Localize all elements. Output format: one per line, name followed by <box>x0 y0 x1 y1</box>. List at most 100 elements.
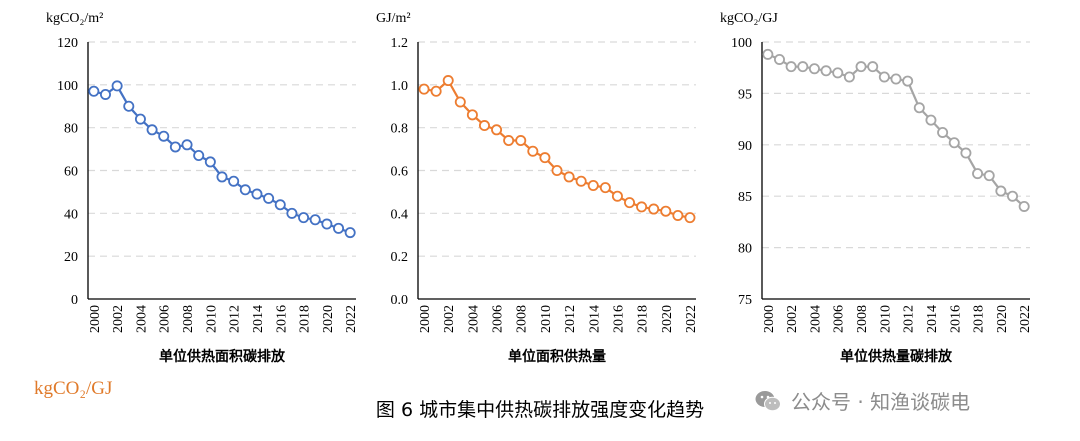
data-point <box>430 85 442 97</box>
x-tick-label: 2006 <box>158 305 173 333</box>
data-point <box>773 53 785 65</box>
data-point <box>599 182 611 194</box>
data-point <box>867 61 879 73</box>
data-point <box>515 135 527 147</box>
data-point <box>123 100 135 112</box>
data-point <box>418 83 430 95</box>
data-point <box>551 164 563 176</box>
x-axis-label: 单位供热量碳排放 <box>840 348 953 365</box>
data-point <box>88 85 100 97</box>
data-point <box>1018 200 1030 212</box>
y-tick-label: 0.0 <box>391 293 409 308</box>
data-point <box>454 96 466 108</box>
data-point <box>111 80 123 92</box>
x-tick-label: 2004 <box>134 305 149 333</box>
x-tick-label: 2014 <box>925 305 940 333</box>
x-tick-label: 2002 <box>111 305 126 333</box>
data-point <box>146 124 158 136</box>
x-tick-label: 2016 <box>948 305 963 333</box>
x-tick-label: 2020 <box>660 305 675 333</box>
data-point <box>925 114 937 126</box>
x-tick-label: 2022 <box>1018 305 1033 333</box>
watermark: 公众号 · 知渔谈碳电 <box>755 386 970 415</box>
y-unit-label: kgCO₂/m² <box>46 11 103 26</box>
data-point <box>274 199 286 211</box>
chart-panel-heat-emission: kgCO₂/GJ 75 80 85 90 95 100 2000 2002 2004 2006 200… <box>720 11 1033 365</box>
data-point <box>1007 190 1019 202</box>
data-point <box>762 48 774 60</box>
data-point <box>575 175 587 187</box>
data-point <box>890 73 902 85</box>
x-tick-label: 2004 <box>466 305 481 333</box>
x-tick-label: 2000 <box>762 305 777 333</box>
x-axis-label: 单位面积供热量 <box>508 348 606 365</box>
data-point <box>239 184 251 196</box>
data-point <box>99 88 111 100</box>
x-tick-label: 2018 <box>298 305 313 333</box>
data-point <box>948 137 960 149</box>
data-point <box>466 109 478 121</box>
data-point <box>263 192 275 204</box>
data-point <box>216 171 228 183</box>
data-point <box>797 61 809 73</box>
x-tick-label: 2006 <box>832 305 847 333</box>
data-point <box>228 175 240 187</box>
y-tick-label: 80 <box>738 242 752 257</box>
x-tick-label: 2006 <box>491 305 506 333</box>
data-point <box>321 218 333 230</box>
x-tick-label: 2020 <box>995 305 1010 333</box>
x-tick-label: 2012 <box>228 305 243 333</box>
data-point <box>972 168 984 180</box>
data-point <box>309 214 321 226</box>
stray-unit-label: kgCO₂/GJ <box>34 378 113 399</box>
x-tick-label: 2012 <box>563 305 578 333</box>
x-tick-label: 2016 <box>274 305 289 333</box>
data-point <box>648 203 660 215</box>
y-tick-label: 100 <box>57 79 78 94</box>
figure-caption: 图 6 城市集中供热碳排放强度变化趋势 <box>375 399 705 421</box>
x-tick-label: 2018 <box>636 305 651 333</box>
x-tick-label: 2022 <box>684 305 699 333</box>
data-point <box>251 188 263 200</box>
data-point <box>684 212 696 224</box>
x-tick-label: 2002 <box>442 305 457 333</box>
x-axis-label: 单位供热面积碳排放 <box>159 348 286 365</box>
y-tick-label: 0.4 <box>391 207 409 222</box>
y-tick-label: 0 <box>71 293 78 308</box>
y-tick-label: 0.6 <box>391 165 409 180</box>
data-point <box>503 135 515 147</box>
data-point <box>134 113 146 125</box>
y-tick-label: 120 <box>57 36 78 51</box>
x-tick-label: 2004 <box>808 305 823 333</box>
data-point <box>193 150 205 162</box>
y-tick-label: 75 <box>738 293 752 308</box>
y-tick-label: 60 <box>64 165 78 180</box>
x-tick-label: 2010 <box>539 305 554 333</box>
y-tick-label: 40 <box>64 207 78 222</box>
data-point <box>902 75 914 87</box>
data-point <box>636 201 648 213</box>
data-point <box>527 145 539 157</box>
chart-panel-area-emission: kgCO₂/m² 0 20 40 60 80 100 120 2000 2002 2004 2006 2… <box>46 11 359 365</box>
data-point <box>983 170 995 182</box>
x-tick-label: 2014 <box>587 305 602 333</box>
data-point <box>913 102 925 114</box>
y-tick-label: 1.2 <box>391 36 409 51</box>
data-point <box>442 75 454 87</box>
data-point <box>960 147 972 159</box>
data-point <box>832 67 844 79</box>
x-tick-label: 2020 <box>321 305 336 333</box>
data-point <box>539 152 551 164</box>
x-tick-label: 2002 <box>785 305 800 333</box>
wechat-icon <box>755 390 781 411</box>
y-unit-label: kgCO₂/GJ <box>720 11 778 26</box>
data-point <box>660 205 672 217</box>
data-point <box>672 209 684 221</box>
x-tick-label: 2016 <box>611 305 626 333</box>
x-tick-label: 2008 <box>181 305 196 333</box>
x-tick-label: 2000 <box>88 305 103 333</box>
y-tick-label: 1.0 <box>391 79 409 94</box>
y-tick-label: 100 <box>731 36 752 51</box>
x-tick-label: 2008 <box>515 305 530 333</box>
data-point <box>878 71 890 83</box>
